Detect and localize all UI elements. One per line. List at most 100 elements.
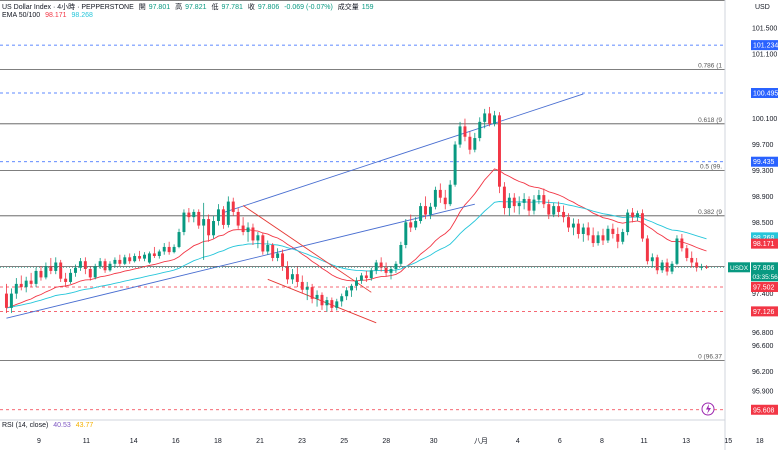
candle xyxy=(562,205,566,223)
candle xyxy=(419,202,423,224)
price-tick-label: 98.500 xyxy=(752,220,774,227)
candle xyxy=(310,283,314,304)
time-tick-label: 8 xyxy=(600,438,604,445)
candles xyxy=(4,106,709,314)
candle xyxy=(34,267,38,288)
current-price-label: 97.806 xyxy=(753,265,775,272)
fib-label: 0 (96.37 xyxy=(698,353,722,360)
candle-body xyxy=(295,274,299,282)
candle xyxy=(685,245,689,262)
candle-body xyxy=(576,223,580,234)
candle-body xyxy=(246,227,250,233)
candle xyxy=(384,262,388,277)
price-tag-label: 98.171 xyxy=(753,241,775,248)
candle-body xyxy=(305,287,309,290)
alert-icon[interactable] xyxy=(701,402,715,416)
price-tick-label: 99.700 xyxy=(752,142,774,149)
candle xyxy=(4,283,8,314)
candle-body xyxy=(379,262,383,268)
candle xyxy=(473,132,477,153)
candle xyxy=(665,258,669,276)
candle-body xyxy=(78,261,82,268)
candle-body xyxy=(54,262,58,271)
horizontal-levels xyxy=(0,0,725,411)
candle xyxy=(497,112,501,194)
time-tick-label: 6 xyxy=(558,438,562,445)
candle xyxy=(167,241,171,255)
candle xyxy=(438,183,442,203)
time-tick-label: 23 xyxy=(298,438,306,445)
candle xyxy=(374,259,378,275)
rsi-legend[interactable]: RSI (14, close) 40.53 43.77 xyxy=(2,422,96,429)
price-tag: 100.495 xyxy=(751,88,778,99)
candle xyxy=(182,209,186,236)
candle xyxy=(39,266,43,281)
price-tag-label: 99.435 xyxy=(753,159,775,166)
candle xyxy=(631,208,635,223)
candle xyxy=(581,223,585,242)
current-price-bg xyxy=(751,262,778,282)
candle xyxy=(271,243,275,262)
candle-body xyxy=(64,278,68,282)
candle xyxy=(286,261,289,284)
close-value: 97.806 xyxy=(257,4,280,11)
candle xyxy=(330,297,334,312)
candle xyxy=(537,189,541,205)
candle xyxy=(24,276,28,293)
candle xyxy=(69,268,73,284)
candle xyxy=(680,233,684,252)
candle-body xyxy=(103,261,107,271)
candle xyxy=(192,209,196,223)
currency-label[interactable]: USD xyxy=(755,4,770,11)
candle-body xyxy=(394,263,398,269)
candle-body xyxy=(507,197,511,209)
candle xyxy=(340,293,344,307)
candle-body xyxy=(359,275,363,281)
candle-body xyxy=(458,126,462,145)
price-tag-label: 98.268 xyxy=(753,235,775,242)
candle-body xyxy=(177,232,181,247)
candle xyxy=(147,251,151,264)
candle xyxy=(226,196,230,228)
candle xyxy=(626,209,630,236)
time-tick-label: 18 xyxy=(214,438,222,445)
candle-body xyxy=(221,209,225,225)
candle xyxy=(502,182,506,215)
price-tag-label: 97.502 xyxy=(753,285,775,292)
candle-body xyxy=(4,293,8,308)
trendline xyxy=(242,205,372,293)
symbol-title[interactable]: US Dollar Index · 4小時 · PEPPERSTONE xyxy=(2,4,134,11)
candle xyxy=(640,209,644,242)
candle xyxy=(261,232,265,255)
price-tag-bg xyxy=(751,156,778,167)
candle-body xyxy=(616,233,620,242)
candle-body xyxy=(276,253,280,258)
time-tick-label: 16 xyxy=(172,438,180,445)
candle xyxy=(488,106,492,127)
candle-body xyxy=(532,199,536,211)
candle xyxy=(448,180,452,207)
candle xyxy=(266,240,270,255)
candle-body xyxy=(497,115,501,187)
candle xyxy=(207,214,211,242)
candle xyxy=(586,222,590,241)
candle-body xyxy=(414,221,418,228)
candle-body xyxy=(601,235,605,241)
symbol-tag-bg xyxy=(728,262,750,273)
candle-body xyxy=(517,202,521,207)
candle xyxy=(98,257,102,269)
candle xyxy=(379,257,383,272)
candle xyxy=(54,257,58,275)
price-tag-bg xyxy=(751,238,778,249)
candle xyxy=(443,189,447,210)
candle xyxy=(650,253,654,268)
ema-legend[interactable]: EMA 50/100 98.171 98.268 xyxy=(2,12,96,19)
price-tick-label: 99.300 xyxy=(752,168,774,175)
candle xyxy=(428,202,432,220)
price-tag-label: 100.495 xyxy=(753,91,778,98)
time-tick-label: 28 xyxy=(382,438,390,445)
candle-body xyxy=(502,186,506,209)
candle-body xyxy=(567,217,570,228)
